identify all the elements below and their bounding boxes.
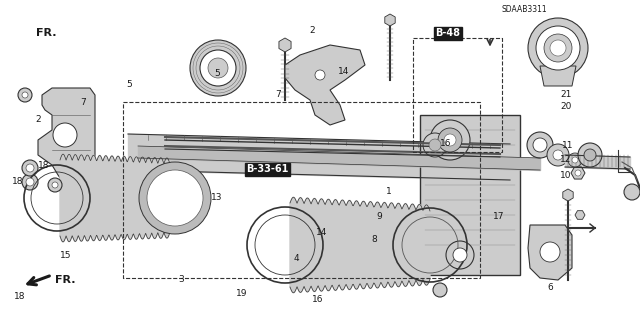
Text: 13: 13: [211, 193, 222, 202]
Polygon shape: [290, 197, 430, 293]
Text: 7: 7: [276, 90, 281, 99]
Text: 18: 18: [38, 161, 50, 170]
Circle shape: [578, 143, 602, 167]
Circle shape: [572, 157, 578, 163]
Text: 2: 2: [310, 26, 315, 35]
Text: 5: 5: [127, 80, 132, 89]
Text: 14: 14: [338, 67, 349, 76]
Circle shape: [624, 184, 640, 200]
Circle shape: [18, 88, 32, 102]
Circle shape: [48, 178, 62, 192]
Circle shape: [528, 18, 588, 78]
Text: 3: 3: [178, 275, 184, 284]
Text: 14: 14: [316, 228, 327, 237]
Circle shape: [444, 134, 456, 146]
Circle shape: [446, 241, 474, 269]
Text: 9: 9: [376, 212, 381, 221]
Text: 16: 16: [312, 295, 324, 304]
Polygon shape: [60, 154, 170, 242]
Bar: [123, 102, 480, 278]
Text: 5: 5: [215, 69, 220, 78]
Text: 18: 18: [12, 177, 23, 186]
Text: 21: 21: [560, 90, 572, 99]
Polygon shape: [540, 66, 576, 86]
Text: 6: 6: [547, 283, 553, 292]
Circle shape: [584, 149, 596, 161]
Circle shape: [438, 128, 462, 152]
Circle shape: [533, 138, 547, 152]
Text: B-48: B-48: [435, 28, 461, 39]
Circle shape: [568, 153, 582, 167]
Circle shape: [527, 132, 553, 158]
Text: 17: 17: [493, 212, 505, 221]
Circle shape: [22, 92, 28, 98]
Circle shape: [544, 34, 572, 62]
Text: FR.: FR.: [36, 28, 56, 39]
Circle shape: [26, 164, 34, 172]
Circle shape: [208, 58, 228, 78]
Text: SDAAB3311: SDAAB3311: [502, 5, 548, 14]
Circle shape: [540, 242, 560, 262]
Text: 20: 20: [560, 102, 572, 111]
Polygon shape: [575, 211, 585, 219]
Circle shape: [575, 170, 581, 176]
Text: 19: 19: [236, 289, 247, 298]
Text: B-33-61: B-33-61: [246, 164, 289, 174]
Text: 8: 8: [372, 235, 377, 244]
Text: 1: 1: [387, 187, 392, 196]
Polygon shape: [285, 45, 365, 125]
Bar: [420, 115, 520, 275]
Polygon shape: [38, 88, 95, 185]
Text: 2: 2: [36, 115, 41, 124]
Circle shape: [147, 170, 203, 226]
Text: 16: 16: [440, 139, 452, 148]
Circle shape: [536, 26, 580, 70]
Circle shape: [547, 144, 569, 166]
Text: 15: 15: [60, 251, 71, 260]
Polygon shape: [571, 167, 585, 179]
Polygon shape: [528, 225, 572, 280]
Circle shape: [423, 133, 447, 157]
Text: FR.: FR.: [55, 275, 76, 285]
Text: 4: 4: [293, 254, 299, 263]
Circle shape: [139, 162, 211, 234]
Circle shape: [26, 178, 34, 186]
Circle shape: [190, 40, 246, 96]
Circle shape: [53, 123, 77, 147]
Text: 11: 11: [562, 141, 573, 150]
Text: 18: 18: [14, 292, 26, 301]
Circle shape: [453, 248, 467, 262]
Polygon shape: [279, 38, 291, 52]
Text: 7: 7: [81, 98, 86, 107]
Circle shape: [22, 174, 38, 190]
Bar: [413, 38, 502, 152]
Circle shape: [430, 120, 470, 160]
Circle shape: [22, 160, 38, 176]
Circle shape: [315, 70, 325, 80]
Text: 10: 10: [560, 171, 572, 180]
Polygon shape: [563, 189, 573, 201]
Circle shape: [52, 182, 58, 188]
Circle shape: [553, 150, 563, 160]
Circle shape: [550, 40, 566, 56]
Polygon shape: [385, 14, 395, 26]
Circle shape: [200, 50, 236, 86]
Circle shape: [433, 283, 447, 297]
Text: 12: 12: [560, 155, 572, 164]
Circle shape: [429, 139, 441, 151]
